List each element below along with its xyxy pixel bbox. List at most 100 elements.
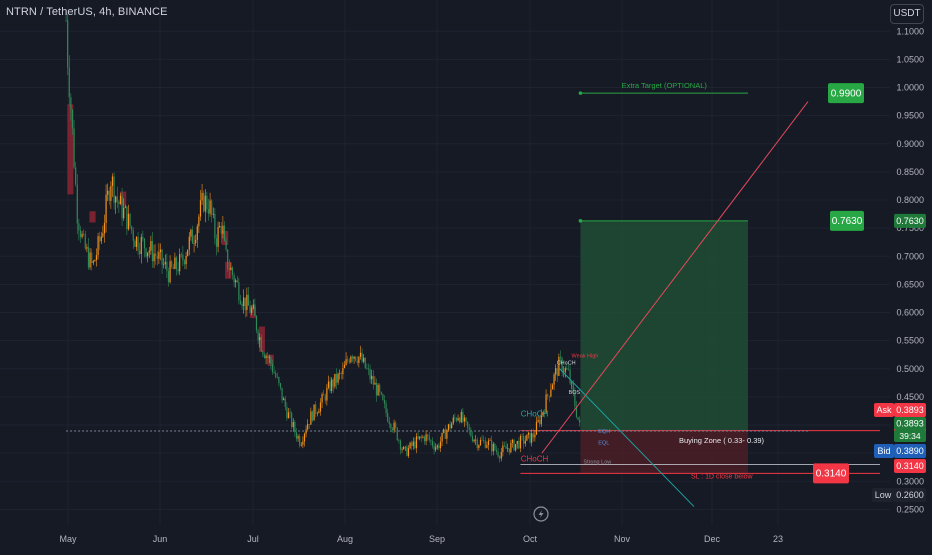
candle-body [540,414,542,425]
candle-body [87,247,90,268]
low-label-tag-text: Low [875,490,892,500]
candle-body [68,67,70,98]
candle-body [102,233,104,237]
candle-body [491,440,493,452]
candle-body [505,446,507,449]
y-tick-label: 0.9000 [896,139,924,149]
candle-body [94,260,96,262]
candle-body [388,421,390,424]
candle-body [303,433,306,442]
candle-body [543,412,546,414]
target-zone [580,220,748,432]
candle-body [435,447,437,450]
candle-body [351,356,354,359]
candle-body [446,430,448,439]
candle-body [209,200,211,214]
y-tick-label: 0.6500 [896,279,924,289]
candle-body [131,226,133,231]
candle-body [497,451,499,457]
candle-body [198,216,200,227]
y-tick-label: 1.1000 [896,26,924,36]
candle-body [161,249,163,265]
candle-body [403,446,405,450]
candle-body [529,432,531,443]
candle-body [518,440,520,449]
y-axis: 1.1000 1.0500 1.0000 0.9500 0.9000 0.8500 0.80… [890,0,932,550]
candle-body [294,421,296,433]
candle-body [374,382,376,385]
candle-body [255,316,258,331]
candle-body [123,207,125,219]
candle-body [268,357,270,358]
stop-tag-box [813,463,849,484]
currency-button[interactable]: USDT [890,4,924,24]
projection-line [541,101,809,454]
candle-body [494,444,496,450]
candle-body [166,261,168,272]
bid-tag-box [894,444,926,458]
candle-body [358,356,360,364]
x-tick-label: Jul [247,534,259,544]
last-price-tag-box [894,417,926,430]
axis-target-tag-text: 0.7630 [896,216,924,226]
candle-body [443,429,445,433]
candle-body [175,257,178,270]
candle-body [419,436,421,439]
candle-body [331,379,333,391]
supply-zone [249,306,256,319]
candle-body [204,195,206,212]
candle-body [500,452,502,459]
candle-body [262,351,264,355]
candle-body [364,357,366,369]
candle-body [140,237,142,254]
candle-body [425,434,427,442]
candle-body [179,254,181,272]
candle-body [420,436,422,438]
candle-body [289,412,291,414]
candle-body [382,394,384,401]
candle-body [99,236,101,242]
candle-body [135,236,138,247]
candle-body [340,373,342,375]
candle-body [521,435,523,437]
candle-body [199,200,202,217]
candle-body [436,445,438,448]
candle-body [158,252,160,259]
candle-body [350,356,352,363]
candle-body [300,444,302,446]
candle-body [433,445,435,450]
candle-body [427,434,429,437]
candle-body [217,227,219,247]
candle-body [527,432,530,435]
candle-body [531,433,533,443]
x-tick-label: May [59,534,77,544]
candle-body [355,356,357,361]
y-tick-label: 0.5000 [896,364,924,374]
candle-body [155,253,157,257]
candle-body [447,424,450,431]
supply-zone [222,230,229,245]
candle-body [479,439,482,445]
candle-body [188,236,190,250]
candle-body [139,250,141,254]
candle-body [534,434,536,438]
x-tick-label: Jun [153,534,168,544]
candle-body [273,372,275,374]
candle-body [348,360,350,363]
candle-body [91,252,93,264]
candle-body [508,448,510,453]
candle-body [247,294,250,306]
candle-body [318,411,320,414]
candle-body [190,229,192,237]
candle-body [108,190,110,201]
candle-body [532,433,534,438]
candle-body [284,398,286,408]
candle-body [219,226,221,228]
candle-body [116,196,118,202]
countdown-tag: 39:34 [894,430,926,442]
eql-label: EQL [598,441,609,447]
candle-body [332,379,334,387]
